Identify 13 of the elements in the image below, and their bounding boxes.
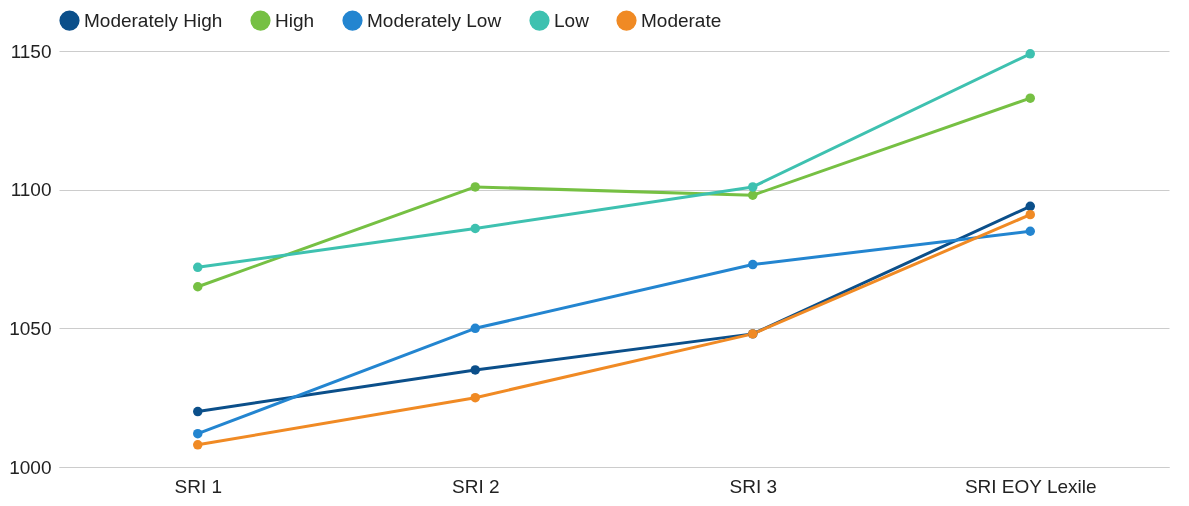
- y-tick-label: 1150: [10, 40, 52, 62]
- legend-label: Moderately Low: [367, 9, 502, 31]
- legend-label: Moderately High: [84, 9, 223, 31]
- x-tick-label: SRI 1: [174, 475, 223, 497]
- legend-label: Low: [554, 9, 590, 31]
- legend-label: High: [275, 9, 315, 31]
- legend-label: Moderate: [641, 9, 722, 31]
- y-tick-label: 1000: [9, 456, 52, 478]
- x-tick-label: SRI 2: [451, 475, 500, 497]
- x-tick-label: SRI 3: [729, 475, 778, 497]
- y-tick-label: 1050: [9, 317, 52, 339]
- x-tick-label: SRI EOY Lexile: [964, 475, 1097, 497]
- y-tick-label: 1100: [10, 179, 52, 201]
